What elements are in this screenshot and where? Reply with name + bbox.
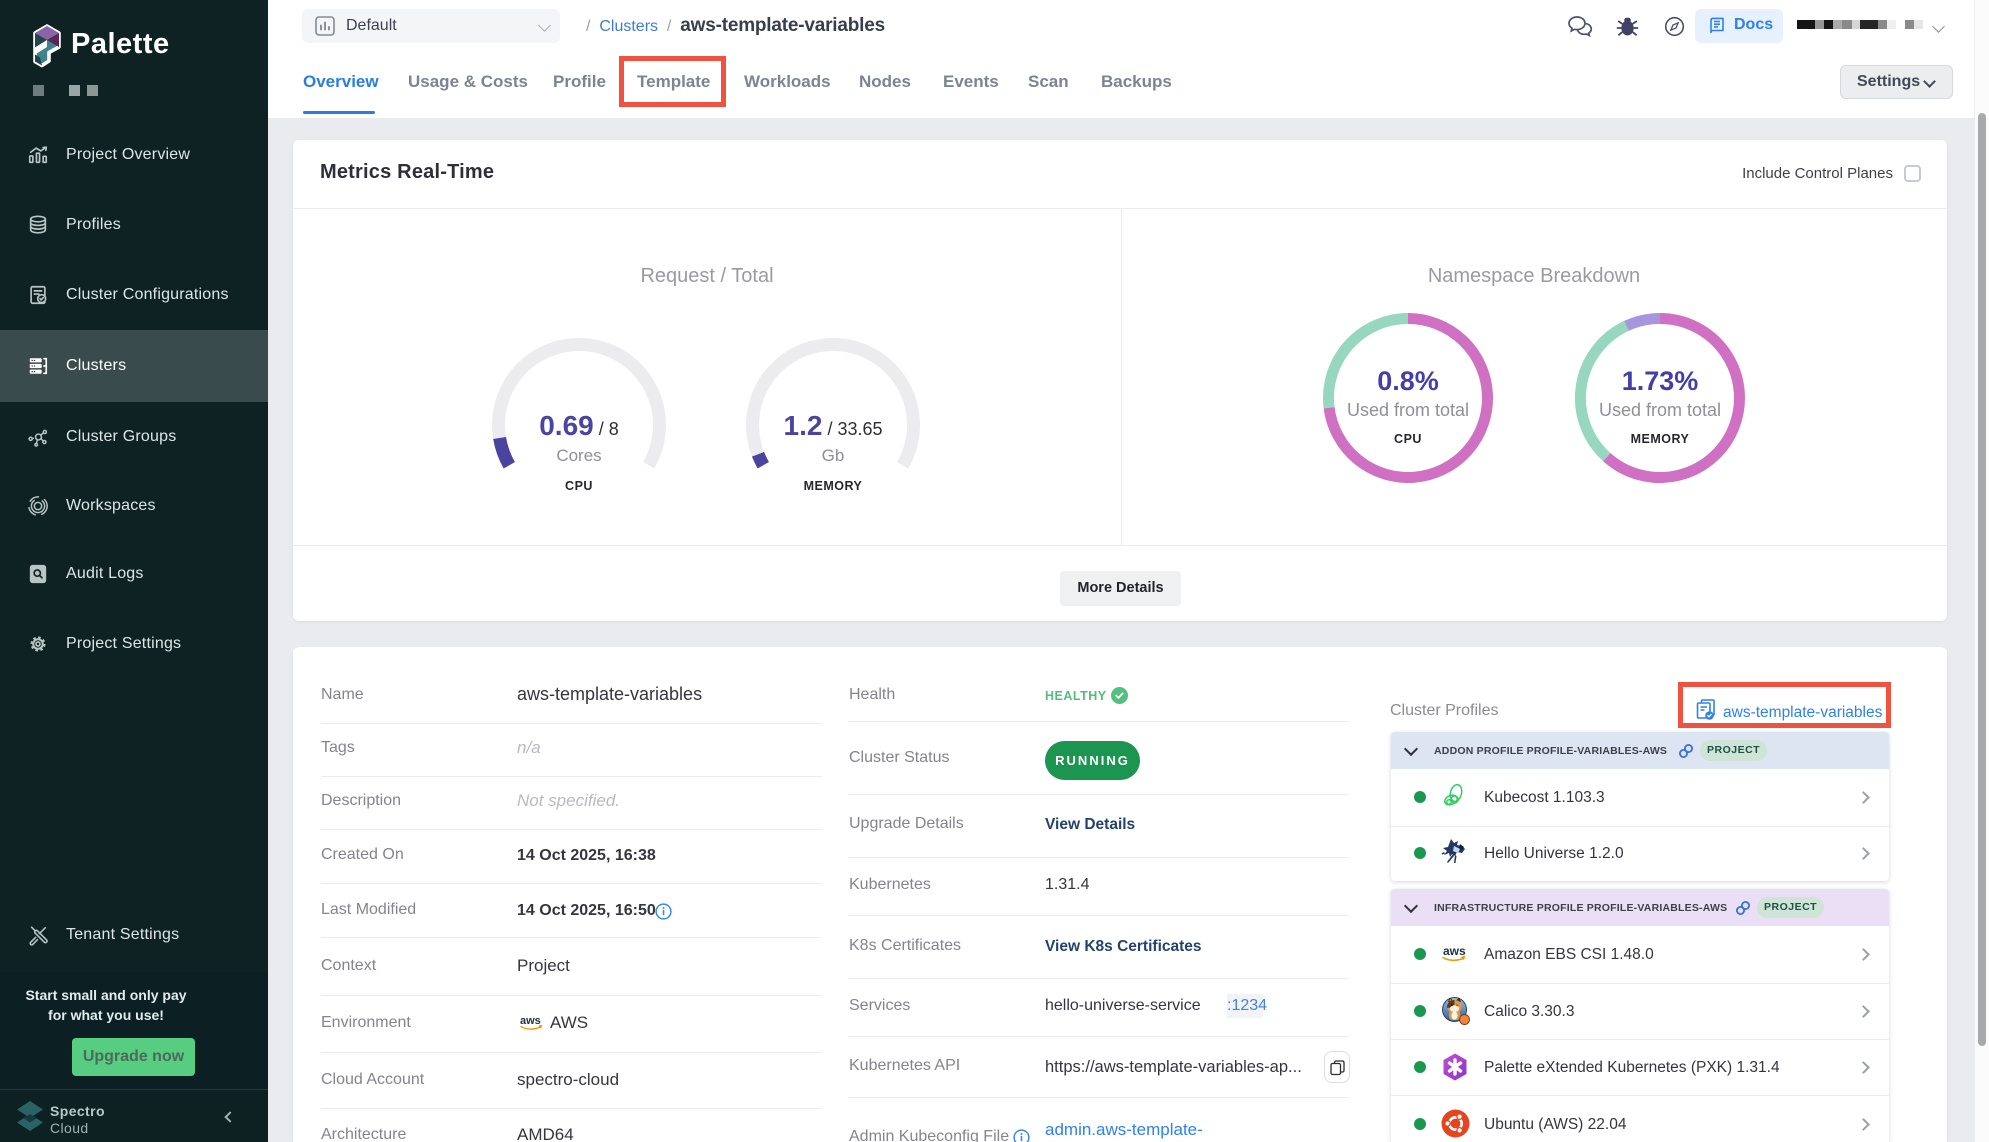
svg-text:aws: aws (520, 1015, 541, 1027)
svg-text:aws: aws (1443, 944, 1466, 958)
